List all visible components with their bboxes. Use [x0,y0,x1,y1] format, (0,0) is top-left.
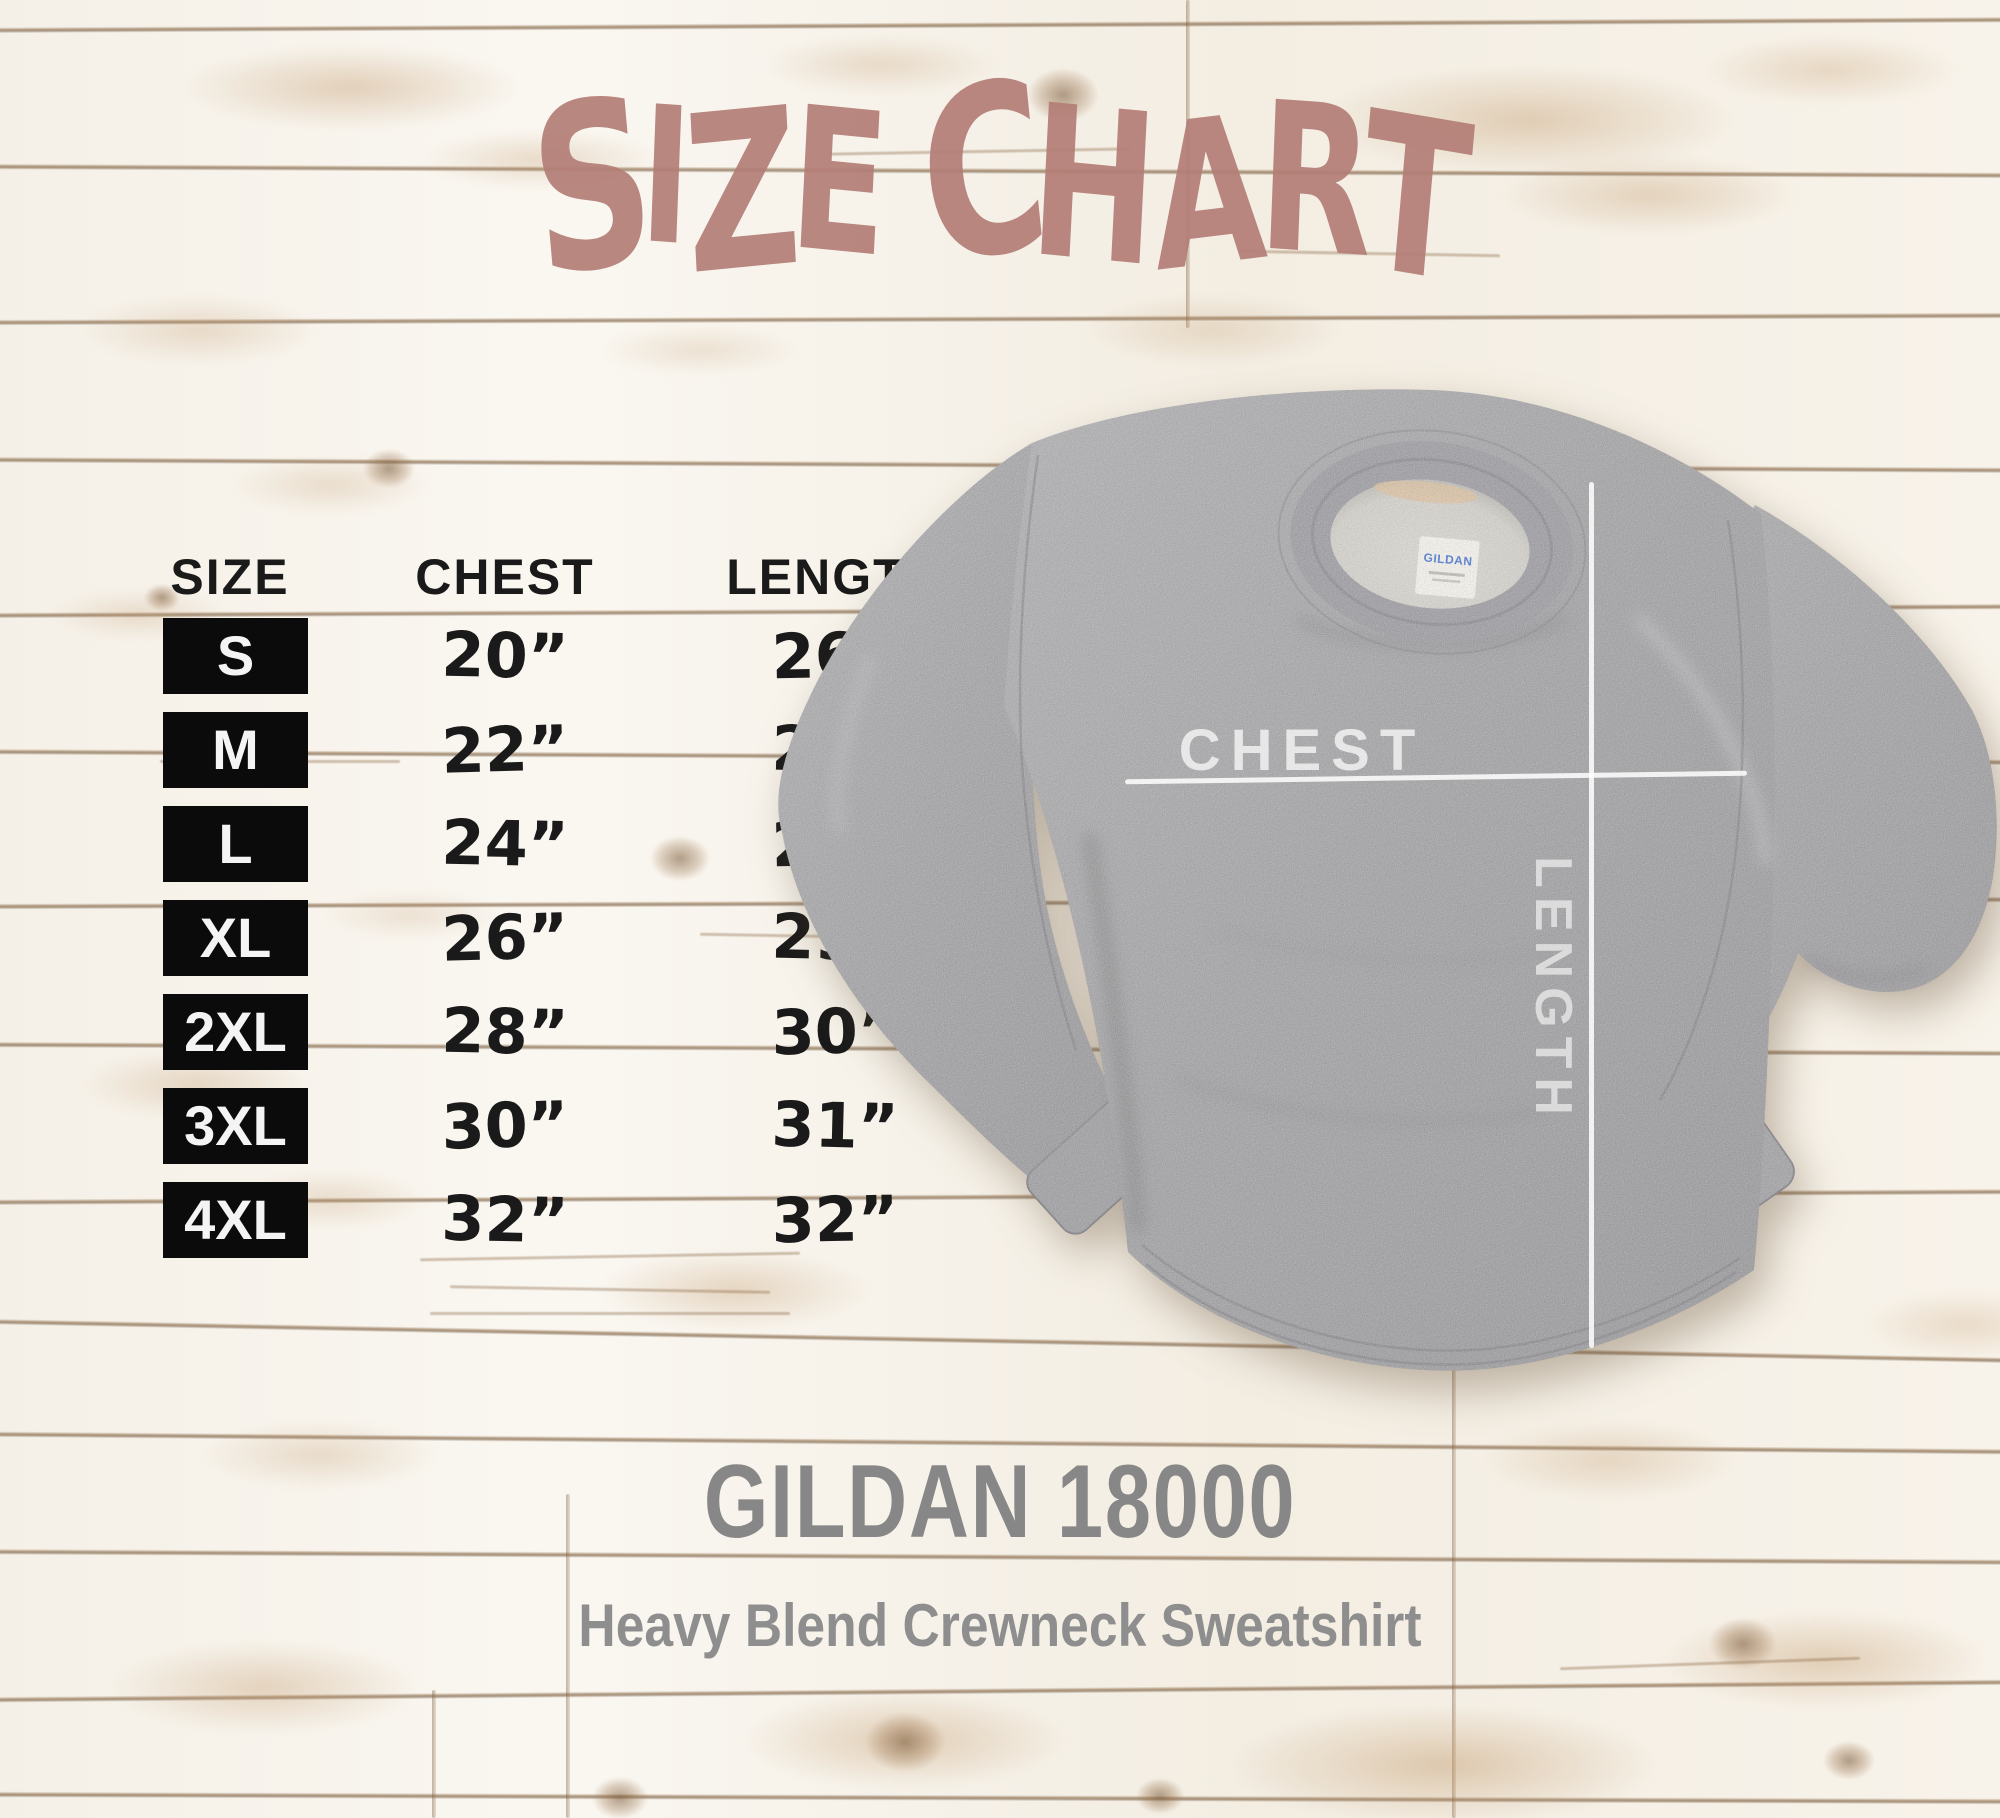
wood-stain [80,295,320,365]
chest-value: 30” [440,1087,570,1164]
wood-knot [592,1777,648,1818]
chest-value: 32” [440,1181,570,1258]
length-measure-label: LENGTH [1524,856,1582,1124]
wood-knot [865,1712,945,1772]
column-header-size: SIZE [170,549,290,605]
length-measure-line [1589,482,1594,1348]
wood-stain [1700,35,1960,105]
wood-stain [200,1420,440,1490]
chest-value: 28” [440,993,570,1070]
wood-stain [760,35,1000,95]
chest-value: 20” [440,617,570,694]
wood-stain [1500,155,1800,235]
sweatshirt-shape: GILDAN [660,320,2000,1520]
wood-plank-line [0,1791,2000,1805]
wood-knot [1709,1617,1777,1669]
wood-stain [1660,1610,1990,1710]
wood-plank-seam [566,1494,570,1818]
chest-value: 26” [440,899,570,976]
wood-stain [180,45,520,130]
size-badge: XL [163,900,308,976]
wood-plank-seam [1452,1352,1456,1818]
chest-value: 22” [440,711,570,788]
wood-stain [320,890,500,940]
wood-stain [1320,65,1740,175]
size-badge: 3XL [163,1088,308,1164]
product-name: GILDAN 18000 [703,1444,1297,1560]
wood-knot [1027,68,1099,122]
wood-plank-seam [432,1690,436,1818]
chest-measure-label: CHEST [1179,718,1426,783]
size-badge: S [163,618,308,694]
size-badge: 4XL [163,1182,308,1258]
page-title: SIZE CHART [521,29,1474,333]
wood-stain [420,130,660,190]
wood-plank-seam [1186,0,1190,328]
measurement-overlay: CHEST LENGTH [1125,482,1747,1348]
wood-knot [1823,1740,1875,1780]
wood-plank-line [0,16,2000,34]
size-badge: M [163,712,308,788]
size-badge: L [163,806,308,882]
wood-grain-streak [430,1312,790,1315]
sweatshirt-mockup: GILDAN CHEST LENGTH [660,320,2000,1520]
column-header-chest: CHEST [415,549,595,605]
chest-value: 24” [440,805,570,882]
wood-knot [1136,1778,1184,1814]
wood-knot [363,448,415,488]
product-subtitle: Heavy Blend Crewneck Sweatshirt [578,1592,1422,1659]
wood-stain [110,1640,420,1735]
wood-stain [1230,1705,1660,1818]
size-badge: 2XL [163,994,308,1070]
wood-knot [144,583,180,611]
